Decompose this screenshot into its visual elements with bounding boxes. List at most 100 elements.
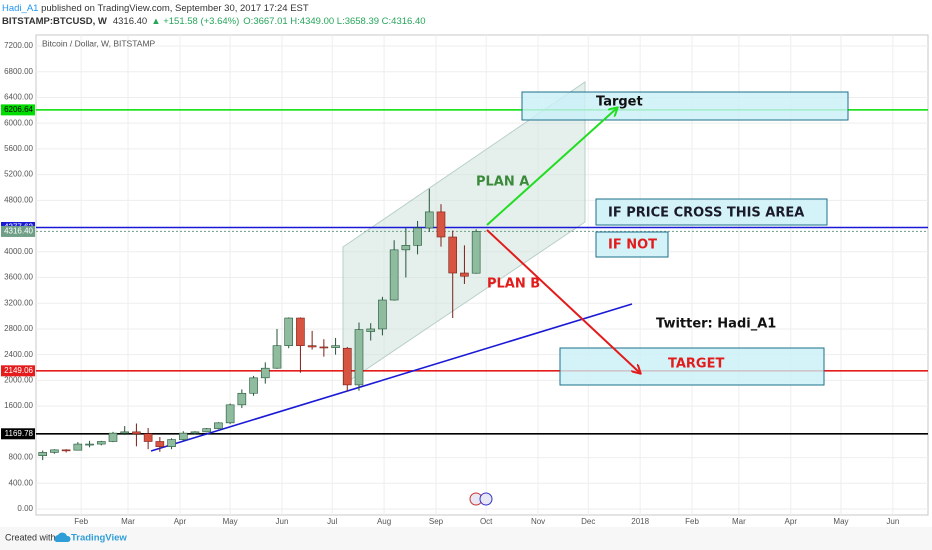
price-label-bg [1, 365, 35, 377]
x-tick-label: Jun [276, 517, 289, 526]
x-tick-label: Jun [886, 517, 899, 526]
x-tick-label: Feb [685, 517, 699, 526]
candle-body [342, 347, 352, 386]
x-tick-label: Apr [174, 517, 187, 526]
y-tick-label: 2800.00 [4, 324, 33, 333]
price-label-bg [1, 428, 35, 440]
target-box [521, 91, 849, 121]
candle-body [401, 245, 411, 251]
author[interactable]: Hadi_A1 [2, 3, 38, 14]
candle-body [249, 377, 258, 394]
brand-logo[interactable] [54, 532, 71, 542]
candle-body [284, 317, 294, 346]
y-tick-label: 5200.00 [4, 170, 33, 179]
target-bottom-box [559, 347, 825, 386]
y-tick-label: 0.00 [17, 504, 33, 513]
candle-body [272, 345, 282, 369]
x-tick-label: 2018 [631, 517, 649, 526]
grid [36, 35, 928, 515]
candle-body [319, 346, 329, 349]
x-tick-label: Mar [121, 517, 135, 526]
price-label: 2149.06 [4, 366, 33, 375]
x-tick-label: May [833, 517, 848, 526]
candles [38, 188, 481, 461]
candle-body [366, 328, 376, 332]
candle-body [354, 329, 364, 386]
y-tick-label: 7200.00 [4, 41, 33, 50]
candle-body [73, 443, 83, 451]
last-price: 4316.40 [113, 16, 147, 27]
candle-body [61, 449, 71, 452]
arrow-plan-b [486, 229, 640, 373]
candle-body [155, 441, 165, 447]
symbol-line: BITSTAMP:BTCUSD, W 4316.40 ▲ +151.58 (+3.6… [2, 16, 426, 27]
x-tick-label: Apr [785, 517, 798, 526]
annotation: Target [596, 95, 643, 110]
x-tick-label: Aug [377, 517, 391, 526]
x-tick-label: Sep [429, 517, 444, 526]
candle-body [202, 428, 212, 433]
candle-body [214, 422, 223, 429]
y-tick-label: 400.00 [9, 478, 34, 487]
not-box [595, 231, 669, 258]
annotation: Twitter: Hadi_A1 [656, 317, 776, 332]
candle-body [225, 404, 235, 424]
y-tick-label: 3600.00 [4, 273, 33, 282]
x-tick-label: Feb [74, 517, 88, 526]
y-tick-label: 4000.00 [4, 247, 33, 256]
candle-body [132, 431, 141, 435]
y-tick-label: 6000.00 [4, 118, 33, 127]
candle-body [448, 236, 458, 274]
y-tick-label: 800.00 [9, 453, 34, 462]
candle-body [38, 452, 47, 456]
header-line: Hadi_A1 published on TradingView.com, Se… [2, 3, 309, 14]
candle-body [413, 227, 422, 246]
x-tick-label: Oct [480, 517, 493, 526]
y-tick-label: 5600.00 [4, 144, 33, 153]
x-tick-label: Nov [531, 517, 545, 526]
ohlc: O:3667.01 H:4349.00 L:3658.39 C:4316.40 [243, 16, 425, 27]
cross-box [595, 198, 828, 226]
y-tick-label: 3200.00 [4, 298, 33, 307]
annotation: IF NOT [608, 238, 657, 253]
symbol: BITSTAMP:BTCUSD, W [2, 16, 107, 27]
channel [342, 81, 586, 386]
arrow-plan-a [486, 108, 617, 226]
y-tick-label: 1600.00 [4, 401, 33, 410]
footer-text: Created with [5, 532, 56, 542]
candle-body [460, 272, 469, 277]
candle-body [471, 231, 481, 274]
y-tick-label: 6400.00 [4, 93, 33, 102]
price-label-bg [1, 225, 35, 237]
candle-body [389, 249, 399, 301]
candle-body [120, 431, 129, 434]
candle-body [178, 432, 188, 440]
candle-body [108, 432, 118, 442]
y-tick-label: 6800.00 [4, 67, 33, 76]
annotation: IF PRICE CROSS THIS AREA [608, 206, 804, 221]
candle-body [424, 211, 434, 229]
candle-body [378, 299, 387, 330]
candle-body [260, 367, 270, 379]
candle-body [436, 211, 446, 238]
footer-brand[interactable]: TradingView [71, 533, 127, 544]
candle-body [296, 317, 305, 346]
y-tick-label: 4800.00 [4, 195, 33, 204]
footer-bar [0, 527, 932, 550]
plot-frame [35, 34, 929, 516]
price-label: 4316.40 [4, 227, 33, 236]
candle-body [85, 443, 94, 446]
y-tick-label: 2000.00 [4, 376, 33, 385]
candle-body [237, 392, 247, 406]
price-label-bg [1, 104, 35, 116]
x-tick-label: Dec [581, 517, 595, 526]
price-label: 1169.78 [5, 429, 34, 438]
candle-body [96, 441, 106, 445]
events-icon[interactable] [479, 492, 493, 506]
published: published on TradingView.com, September … [38, 3, 308, 14]
change: ▲ +151.58 (+3.64%) [151, 16, 239, 27]
candle-body [167, 439, 176, 447]
annotation: PLAN A [476, 175, 529, 190]
